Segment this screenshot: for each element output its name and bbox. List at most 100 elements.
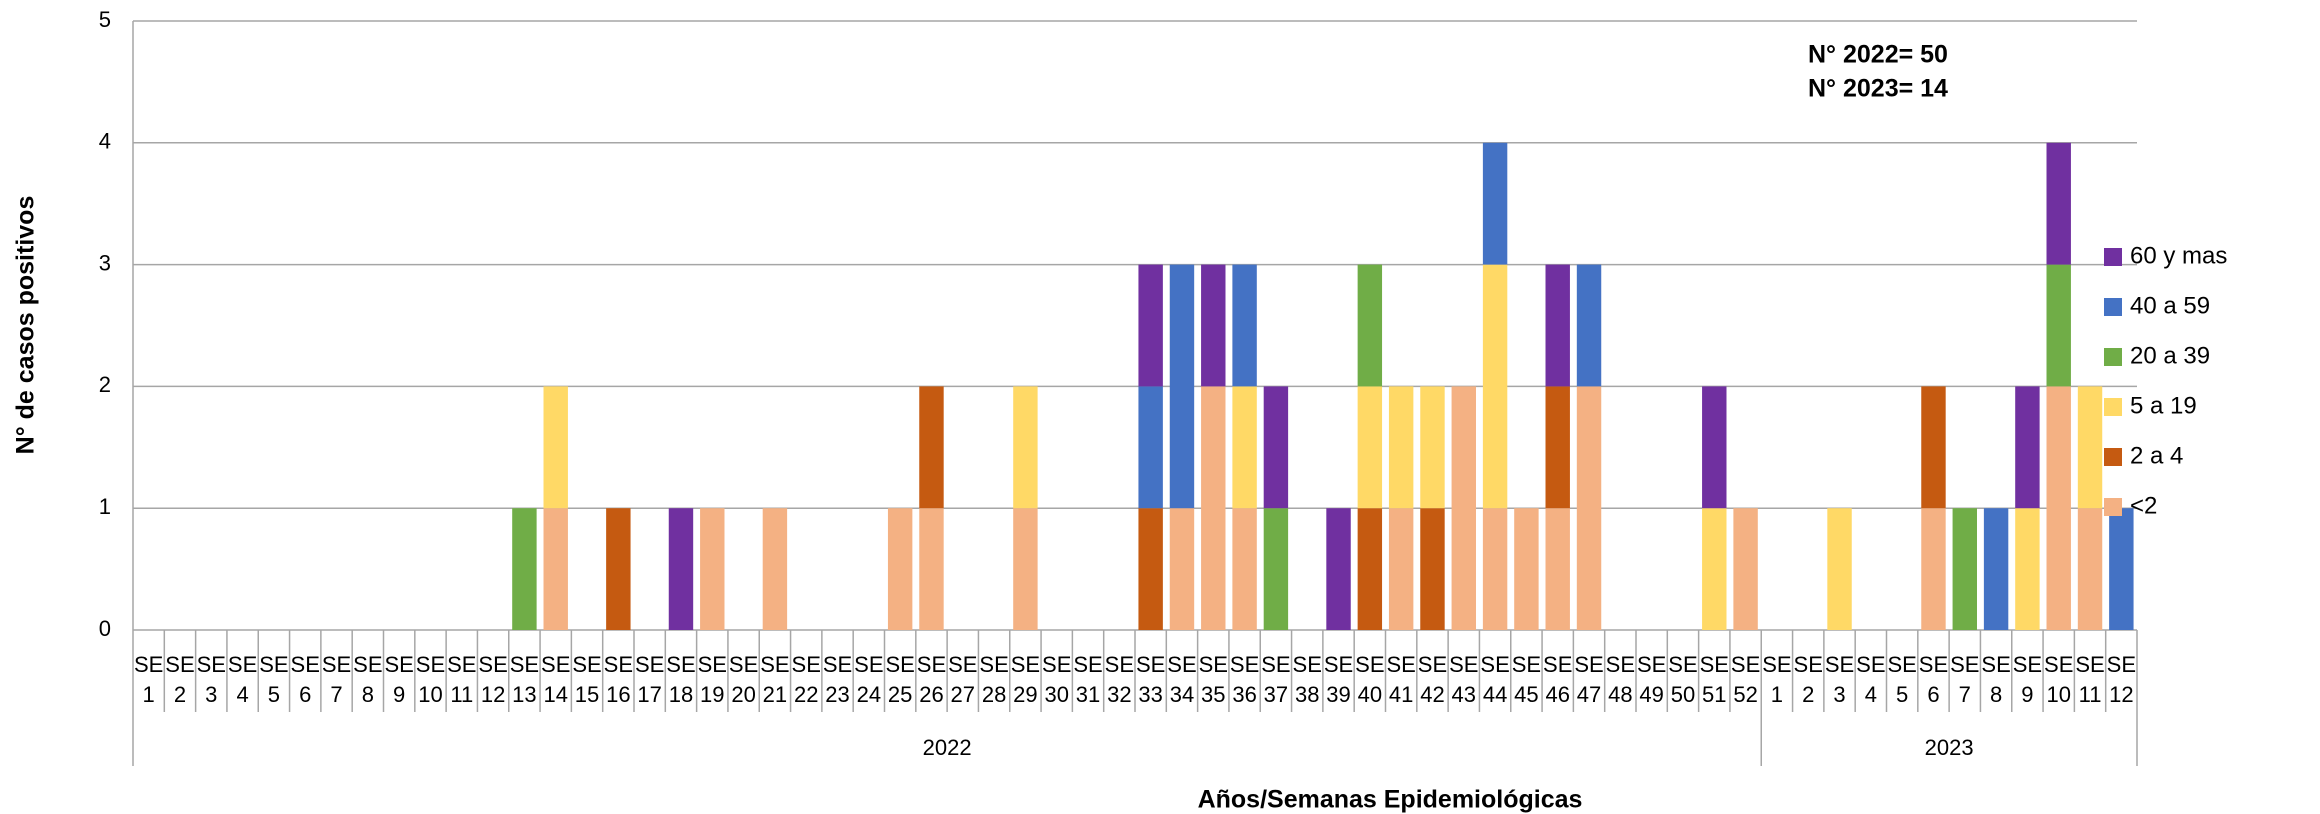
- x-tick-label: SE 1: [1762, 652, 1792, 707]
- group-label: 2023: [1925, 735, 1974, 760]
- bar-segment: [762, 508, 788, 630]
- bar-segment: [2109, 508, 2134, 630]
- bar-segment: [1388, 508, 1414, 630]
- bar-segment: [1357, 508, 1383, 630]
- x-tick-label: SE 3: [1824, 652, 1855, 707]
- legend-swatch: [2104, 348, 2122, 366]
- x-tick-label: SE 24: [854, 652, 884, 707]
- legend-label: 20 a 39: [2130, 342, 2210, 369]
- y-tick-label: 1: [99, 494, 111, 519]
- y-tick-label: 4: [99, 129, 111, 154]
- x-tick-label: SE 28: [979, 652, 1009, 707]
- bar-segment: [1733, 508, 1758, 630]
- bar-segment: [1702, 508, 1727, 630]
- x-axis-title: Años/Semanas Epidemiológicas: [1198, 786, 1583, 814]
- x-tick-label: SE 40: [1355, 652, 1385, 707]
- bar-segment: [1702, 386, 1727, 509]
- x-tick-label: SE 36: [1229, 652, 1260, 707]
- x-tick-label: SE 14: [541, 652, 571, 707]
- x-tick-label: SE 27: [948, 652, 978, 707]
- bar-segment: [2046, 142, 2071, 265]
- bar-segment: [1263, 386, 1289, 509]
- bar-segment: [1201, 264, 1226, 387]
- bar-segment: [1983, 508, 2009, 630]
- legend-label: 60 y mas: [2130, 242, 2227, 269]
- bar-segment: [1232, 508, 1257, 630]
- y-axis-title: N° de casos positivos: [12, 196, 40, 455]
- bar-segment: [1482, 508, 1508, 630]
- x-tick-label: SE 10: [415, 652, 446, 707]
- x-tick-label: SE 7: [321, 652, 352, 707]
- annotation: N° 2023= 14: [1808, 75, 1948, 103]
- x-tick-label: SE 5: [259, 652, 289, 707]
- bar-segment: [1138, 264, 1163, 387]
- x-tick-label: SE 1: [133, 652, 164, 707]
- x-tick-label: SE 9: [2012, 652, 2043, 707]
- legend-label: 5 a 19: [2130, 392, 2197, 419]
- legend-swatch: [2104, 298, 2122, 316]
- bar-segment: [1420, 386, 1445, 509]
- x-tick-label: SE 35: [1198, 652, 1228, 707]
- legend-label: 2 a 4: [2130, 442, 2183, 469]
- bar-segment: [1482, 142, 1508, 265]
- x-tick-label: SE 41: [1386, 652, 1416, 707]
- bar-segment: [1545, 508, 1570, 630]
- x-tick-label: SE 47: [1574, 652, 1604, 707]
- bar-segment: [1013, 386, 1038, 509]
- y-tick-label: 3: [99, 250, 111, 275]
- bar-segment: [2077, 386, 2103, 509]
- x-tick-label: SE 39: [1323, 652, 1354, 707]
- x-tick-label: SE 29: [1010, 652, 1041, 707]
- bar-segment: [1420, 508, 1445, 630]
- x-tick-label: SE 16: [603, 652, 634, 707]
- x-tick-label: SE 2: [165, 652, 195, 707]
- x-tick-label: SE 5: [1887, 652, 1917, 707]
- y-tick-label: 0: [99, 616, 111, 641]
- x-tick-label: SE 17: [634, 652, 665, 707]
- bar-segment: [1232, 386, 1257, 509]
- x-tick-label: SE 13: [509, 652, 540, 707]
- x-tick-label: SE 50: [1668, 652, 1698, 707]
- x-tick-label: SE 30: [1042, 652, 1072, 707]
- x-tick-label: SE 48: [1605, 652, 1636, 707]
- x-tick-label: SE 20: [728, 652, 759, 707]
- bar-segment: [1138, 386, 1163, 509]
- x-tick-label: SE 46: [1543, 652, 1573, 707]
- x-tick-label: SE 23: [822, 652, 853, 707]
- x-tick-label: SE 51: [1699, 652, 1729, 707]
- bar-segment: [1576, 264, 1602, 387]
- bar-segment: [1576, 386, 1602, 630]
- bar-segment: [1201, 386, 1226, 630]
- bar-segment: [700, 508, 725, 630]
- bar-segment: [2015, 386, 2040, 509]
- legend-swatch: [2104, 248, 2122, 266]
- x-tick-label: SE 8: [353, 652, 383, 707]
- bar-segment: [2046, 386, 2071, 630]
- x-tick-label: SE 34: [1167, 652, 1197, 707]
- x-tick-label: SE 38: [1292, 652, 1322, 707]
- bar-segment: [919, 386, 944, 509]
- x-tick-label: SE 42: [1417, 652, 1448, 707]
- x-tick-label: SE 4: [227, 652, 258, 707]
- legend-swatch: [2104, 448, 2122, 466]
- bar-segment: [543, 508, 568, 630]
- bar-segment: [1326, 508, 1351, 630]
- x-tick-label: SE 43: [1449, 652, 1479, 707]
- bar-segment: [1357, 264, 1383, 387]
- x-tick-label: SE 26: [916, 652, 947, 707]
- bar-segment: [2077, 508, 2103, 630]
- x-tick-label: SE 15: [572, 652, 602, 707]
- bar-segment: [1451, 386, 1476, 630]
- x-tick-label: SE 9: [384, 652, 414, 707]
- annotation: N° 2022= 50: [1808, 41, 1948, 69]
- x-tick-label: SE 6: [290, 652, 320, 707]
- x-tick-label: SE 2: [1793, 652, 1823, 707]
- x-tick-label: SE 4: [1856, 652, 1886, 707]
- x-tick-label: SE 12: [478, 652, 508, 707]
- bar-segment: [1232, 264, 1257, 387]
- bar-segment: [1514, 508, 1539, 630]
- x-tick-label: SE 52: [1730, 652, 1761, 707]
- x-tick-label: SE 8: [1981, 652, 2011, 707]
- x-tick-label: SE 44: [1480, 652, 1510, 707]
